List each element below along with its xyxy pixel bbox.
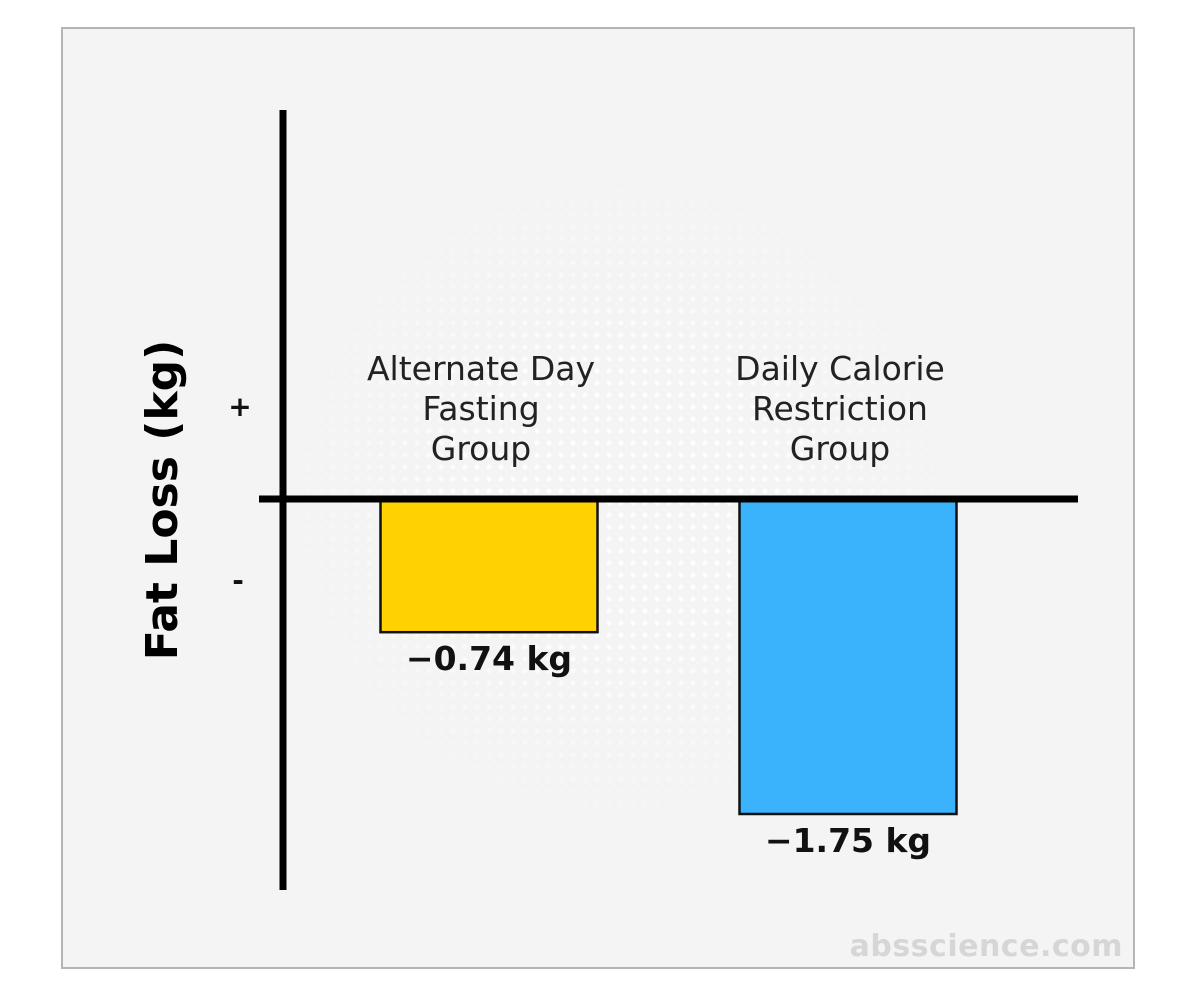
bar-1 bbox=[379, 497, 599, 634]
category-label-1: Alternate Day Fasting Group bbox=[367, 349, 595, 468]
category-label-1-line-1: Alternate Day bbox=[367, 349, 595, 388]
bar-2 bbox=[738, 497, 958, 816]
category-label-2: Daily Calorie Restriction Group bbox=[735, 349, 945, 468]
positive-sign-label: + bbox=[228, 390, 251, 423]
category-label-2-line-1: Daily Calorie bbox=[735, 349, 945, 388]
watermark: absscience.com bbox=[849, 929, 1123, 964]
value-label-2: −1.75 kg bbox=[765, 821, 931, 860]
y-axis-title: Fat Loss (kg) bbox=[137, 340, 188, 660]
negative-sign-label: - bbox=[232, 564, 244, 597]
category-label-2-line-2: Restriction bbox=[752, 389, 928, 428]
category-label-1-line-3: Group bbox=[431, 429, 531, 468]
bars-group bbox=[379, 497, 958, 816]
value-label-1: −0.74 kg bbox=[406, 639, 572, 678]
category-label-1-line-2: Fasting bbox=[422, 389, 539, 428]
category-label-2-line-3: Group bbox=[790, 429, 890, 468]
